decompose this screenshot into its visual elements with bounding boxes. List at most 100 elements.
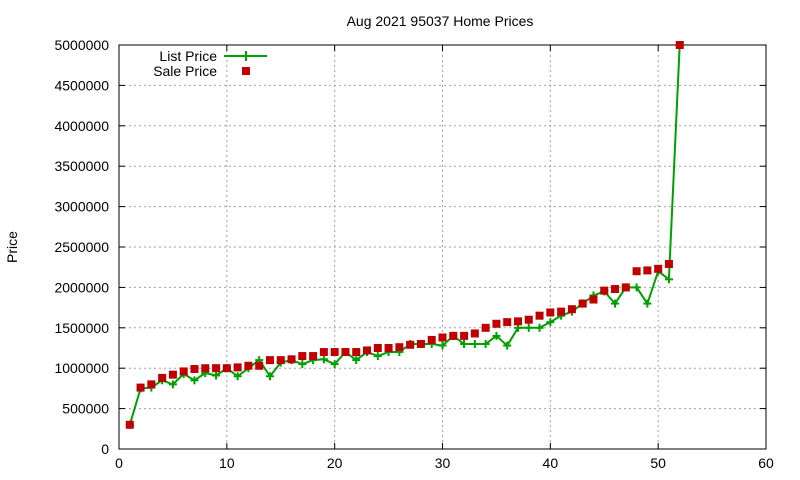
y-tick-label: 4000000: [54, 118, 109, 134]
data-point-sale-price: [578, 299, 587, 308]
data-point-sale-price: [567, 305, 576, 314]
data-point-sale-price: [460, 331, 469, 340]
data-point-sale-price: [492, 319, 501, 328]
chart-title: Aug 2021 95037 Home Prices: [347, 13, 534, 29]
data-point-sale-price: [664, 259, 673, 268]
data-point-sale-price: [168, 370, 177, 379]
data-point-sale-price: [675, 41, 684, 49]
y-axis-label: Price: [4, 231, 20, 263]
data-point-list-price: [330, 360, 339, 369]
data-point-sale-price: [319, 348, 328, 357]
data-point-sale-price: [179, 367, 188, 376]
data-point-sale-price: [395, 343, 404, 352]
y-tick-label: 0: [101, 441, 109, 457]
x-tick-label: 20: [327, 455, 343, 471]
series-marks: [125, 41, 684, 429]
data-point-sale-price: [276, 356, 285, 365]
data-point-sale-price: [438, 333, 447, 342]
legend-marker-list-price: [241, 51, 251, 61]
data-point-list-price: [460, 339, 469, 348]
grid: [119, 45, 766, 449]
x-tick-label: 10: [219, 455, 235, 471]
data-point-sale-price: [244, 361, 253, 370]
data-point-list-price: [352, 356, 361, 365]
legend-label-list-price: List Price: [159, 48, 217, 64]
data-point-sale-price: [222, 364, 231, 373]
data-point-sale-price: [524, 315, 533, 324]
data-point-sale-price: [546, 308, 555, 317]
data-point-list-price: [168, 380, 177, 389]
x-tick-label: 30: [435, 455, 451, 471]
x-tick-label: 0: [115, 455, 123, 471]
data-point-list-price: [481, 339, 490, 348]
y-tick-label: 2000000: [54, 279, 109, 295]
legend-marker-sale-price: [242, 67, 250, 75]
data-point-list-price: [503, 341, 512, 350]
y-tick-label: 3500000: [54, 158, 109, 174]
x-tick-label: 50: [650, 455, 666, 471]
data-point-sale-price: [470, 329, 479, 338]
data-point-list-price: [265, 372, 274, 381]
data-point-list-price: [298, 360, 307, 369]
data-point-sale-price: [643, 266, 652, 275]
data-point-sale-price: [416, 339, 425, 348]
data-point-sale-price: [589, 295, 598, 304]
data-point-sale-price: [125, 420, 134, 429]
data-point-sale-price: [265, 356, 274, 365]
data-point-sale-price: [654, 264, 663, 273]
legend: List Price Sale Price: [153, 48, 267, 79]
data-point-list-price: [611, 299, 620, 308]
data-point-list-price: [319, 355, 328, 364]
data-point-list-price: [373, 352, 382, 361]
data-point-list-price: [643, 299, 652, 308]
data-point-sale-price: [406, 340, 415, 349]
data-point-sale-price: [136, 383, 145, 392]
data-point-sale-price: [147, 380, 156, 389]
y-tick-label: 2500000: [54, 239, 109, 255]
data-point-list-price: [438, 341, 447, 350]
data-point-sale-price: [535, 311, 544, 320]
legend-label-sale-price: Sale Price: [153, 63, 217, 79]
data-point-list-price: [664, 275, 673, 284]
data-point-sale-price: [201, 364, 210, 373]
data-point-list-price: [190, 376, 199, 385]
series-lines: [128, 44, 681, 426]
x-tick-label: 60: [758, 455, 774, 471]
data-point-list-price: [524, 323, 533, 332]
series-line-list-price: [128, 44, 681, 426]
y-tick-label: 3000000: [54, 199, 109, 215]
data-point-sale-price: [255, 361, 264, 370]
data-point-sale-price: [427, 335, 436, 344]
data-point-sale-price: [158, 373, 167, 382]
data-point-list-price: [470, 339, 479, 348]
data-point-sale-price: [287, 355, 296, 364]
data-point-list-price: [546, 318, 555, 327]
data-point-sale-price: [513, 317, 522, 326]
data-point-sale-price: [190, 365, 199, 374]
data-point-sale-price: [341, 348, 350, 357]
data-point-sale-price: [352, 348, 361, 357]
data-point-sale-price: [600, 286, 609, 295]
data-point-sale-price: [632, 267, 641, 276]
data-point-sale-price: [212, 364, 221, 373]
y-tick-label: 1500000: [54, 320, 109, 336]
data-point-sale-price: [309, 352, 318, 361]
ticks: 0 10 20 30 40 50 60 0 500000 1000000 1500000 200000…: [54, 37, 774, 471]
data-point-sale-price: [330, 348, 339, 357]
x-tick-label: 40: [543, 455, 559, 471]
data-point-sale-price: [503, 318, 512, 327]
data-point-sale-price: [481, 323, 490, 332]
data-point-list-price: [233, 372, 242, 381]
data-point-sale-price: [611, 285, 620, 294]
data-point-sale-price: [363, 346, 372, 355]
data-point-list-price: [535, 323, 544, 332]
data-point-sale-price: [373, 344, 382, 352]
data-point-sale-price: [449, 331, 458, 340]
data-point-list-price: [212, 371, 221, 380]
y-tick-label: 4500000: [54, 77, 109, 93]
y-tick-label: 1000000: [54, 360, 109, 376]
y-tick-label: 500000: [62, 401, 109, 417]
y-tick-label: 5000000: [54, 37, 109, 53]
